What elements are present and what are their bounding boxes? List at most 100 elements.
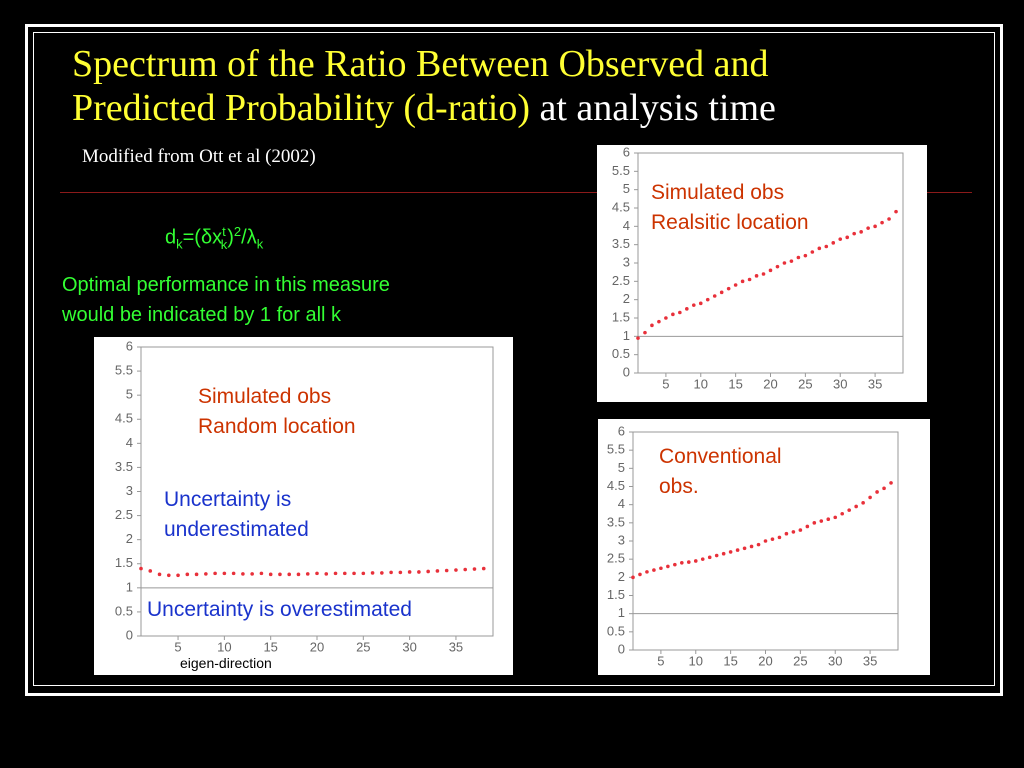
formula-part: 2: [233, 224, 242, 239]
data-point: [657, 319, 661, 324]
x-tick-label: 25: [356, 639, 370, 654]
y-tick-label: 6: [126, 338, 133, 353]
x-tick-label: 30: [402, 639, 416, 654]
y-tick-label: 2: [126, 531, 133, 546]
data-point: [250, 572, 254, 576]
x-tick-label: 25: [793, 653, 807, 668]
x-tick-label: 10: [689, 653, 703, 668]
note: Optimal performance in this measure woul…: [62, 270, 390, 330]
chart-panel: [94, 337, 513, 675]
data-point: [305, 572, 310, 576]
annotation: Simulated obs Random location: [198, 382, 356, 442]
data-point: [852, 231, 856, 236]
slide-frame: [25, 24, 1003, 696]
y-tick-label: 5: [126, 387, 133, 402]
data-point: [747, 277, 752, 282]
data-point: [700, 557, 705, 561]
x-tick-label: 30: [833, 376, 847, 391]
y-tick-label: 2: [623, 291, 630, 306]
data-point: [768, 268, 773, 273]
data-point: [719, 290, 724, 295]
data-point: [831, 241, 836, 245]
data-point: [315, 571, 319, 576]
x-tick-label: 5: [662, 376, 669, 391]
data-point: [770, 537, 775, 541]
data-point: [472, 567, 477, 571]
data-point: [838, 237, 843, 241]
chart-panel: [598, 419, 930, 675]
data-point: [789, 259, 794, 263]
data-point: [686, 560, 691, 564]
annotation-line: Random location: [198, 415, 356, 438]
data-point: [659, 566, 663, 571]
y-tick-label: 4.5: [607, 478, 625, 493]
formula-part: k: [220, 236, 228, 252]
data-point: [894, 209, 898, 214]
y-tick-label: 4: [623, 218, 630, 233]
data-point: [139, 566, 143, 571]
data-point: [740, 279, 745, 284]
data-point: [398, 570, 403, 575]
data-point: [791, 530, 796, 534]
data-point: [673, 562, 677, 567]
data-point: [643, 330, 647, 335]
note-line: Optimal performance in this measure: [62, 274, 390, 296]
y-tick-label: 0.5: [612, 346, 630, 361]
data-point: [782, 261, 787, 265]
title: Spectrum of the Ratio Between Observed a…: [72, 42, 776, 130]
data-point: [819, 519, 824, 523]
data-point: [754, 274, 759, 278]
data-point: [698, 301, 703, 306]
x-tick-label: 35: [449, 639, 463, 654]
data-point: [370, 571, 375, 575]
data-point: [817, 246, 822, 251]
data-point: [726, 286, 731, 291]
data-point: [481, 566, 486, 571]
data-point: [671, 312, 675, 317]
data-point: [650, 323, 654, 328]
data-point: [333, 571, 338, 576]
data-point: [342, 571, 347, 576]
y-tick-label: 5: [623, 181, 630, 196]
y-tick-label: 5: [618, 460, 625, 475]
x-tick-label: 5: [657, 653, 664, 668]
y-tick-label: 1: [126, 579, 133, 594]
y-tick-label: 4: [618, 496, 625, 511]
formula-part: d: [165, 226, 177, 249]
data-point: [833, 515, 838, 520]
data-point: [194, 572, 199, 577]
data-point: [166, 573, 171, 578]
y-tick-label: 1.5: [607, 587, 625, 602]
data-point: [803, 253, 808, 258]
data-point: [231, 571, 236, 576]
data-point: [185, 572, 190, 577]
data-point: [157, 572, 162, 577]
data-point: [664, 316, 668, 320]
data-point: [866, 226, 870, 230]
x-tick-label: 20: [310, 639, 324, 654]
data-point: [868, 495, 872, 500]
data-point: [712, 294, 717, 298]
data-point: [812, 521, 817, 525]
y-tick-label: 1.5: [612, 309, 630, 324]
divider: [60, 192, 972, 193]
data-point: [417, 570, 421, 574]
x-tick-label: 10: [217, 639, 231, 654]
data-point: [847, 508, 851, 512]
data-point: [631, 575, 635, 580]
data-point: [810, 250, 815, 254]
x-tick-label: 20: [763, 376, 777, 391]
annotation-line: Realsitic location: [651, 211, 809, 234]
data-point: [176, 573, 180, 578]
y-tick-label: 0.5: [607, 623, 625, 638]
data-point: [296, 572, 301, 577]
data-point: [777, 535, 782, 540]
y-tick-label: 6: [623, 144, 630, 159]
data-point: [714, 553, 719, 558]
x-tick-label: 25: [798, 376, 812, 391]
data-point: [213, 571, 217, 576]
data-point: [652, 568, 656, 572]
annotation-line: underestimated: [164, 518, 309, 541]
y-tick-label: 0: [623, 364, 630, 379]
